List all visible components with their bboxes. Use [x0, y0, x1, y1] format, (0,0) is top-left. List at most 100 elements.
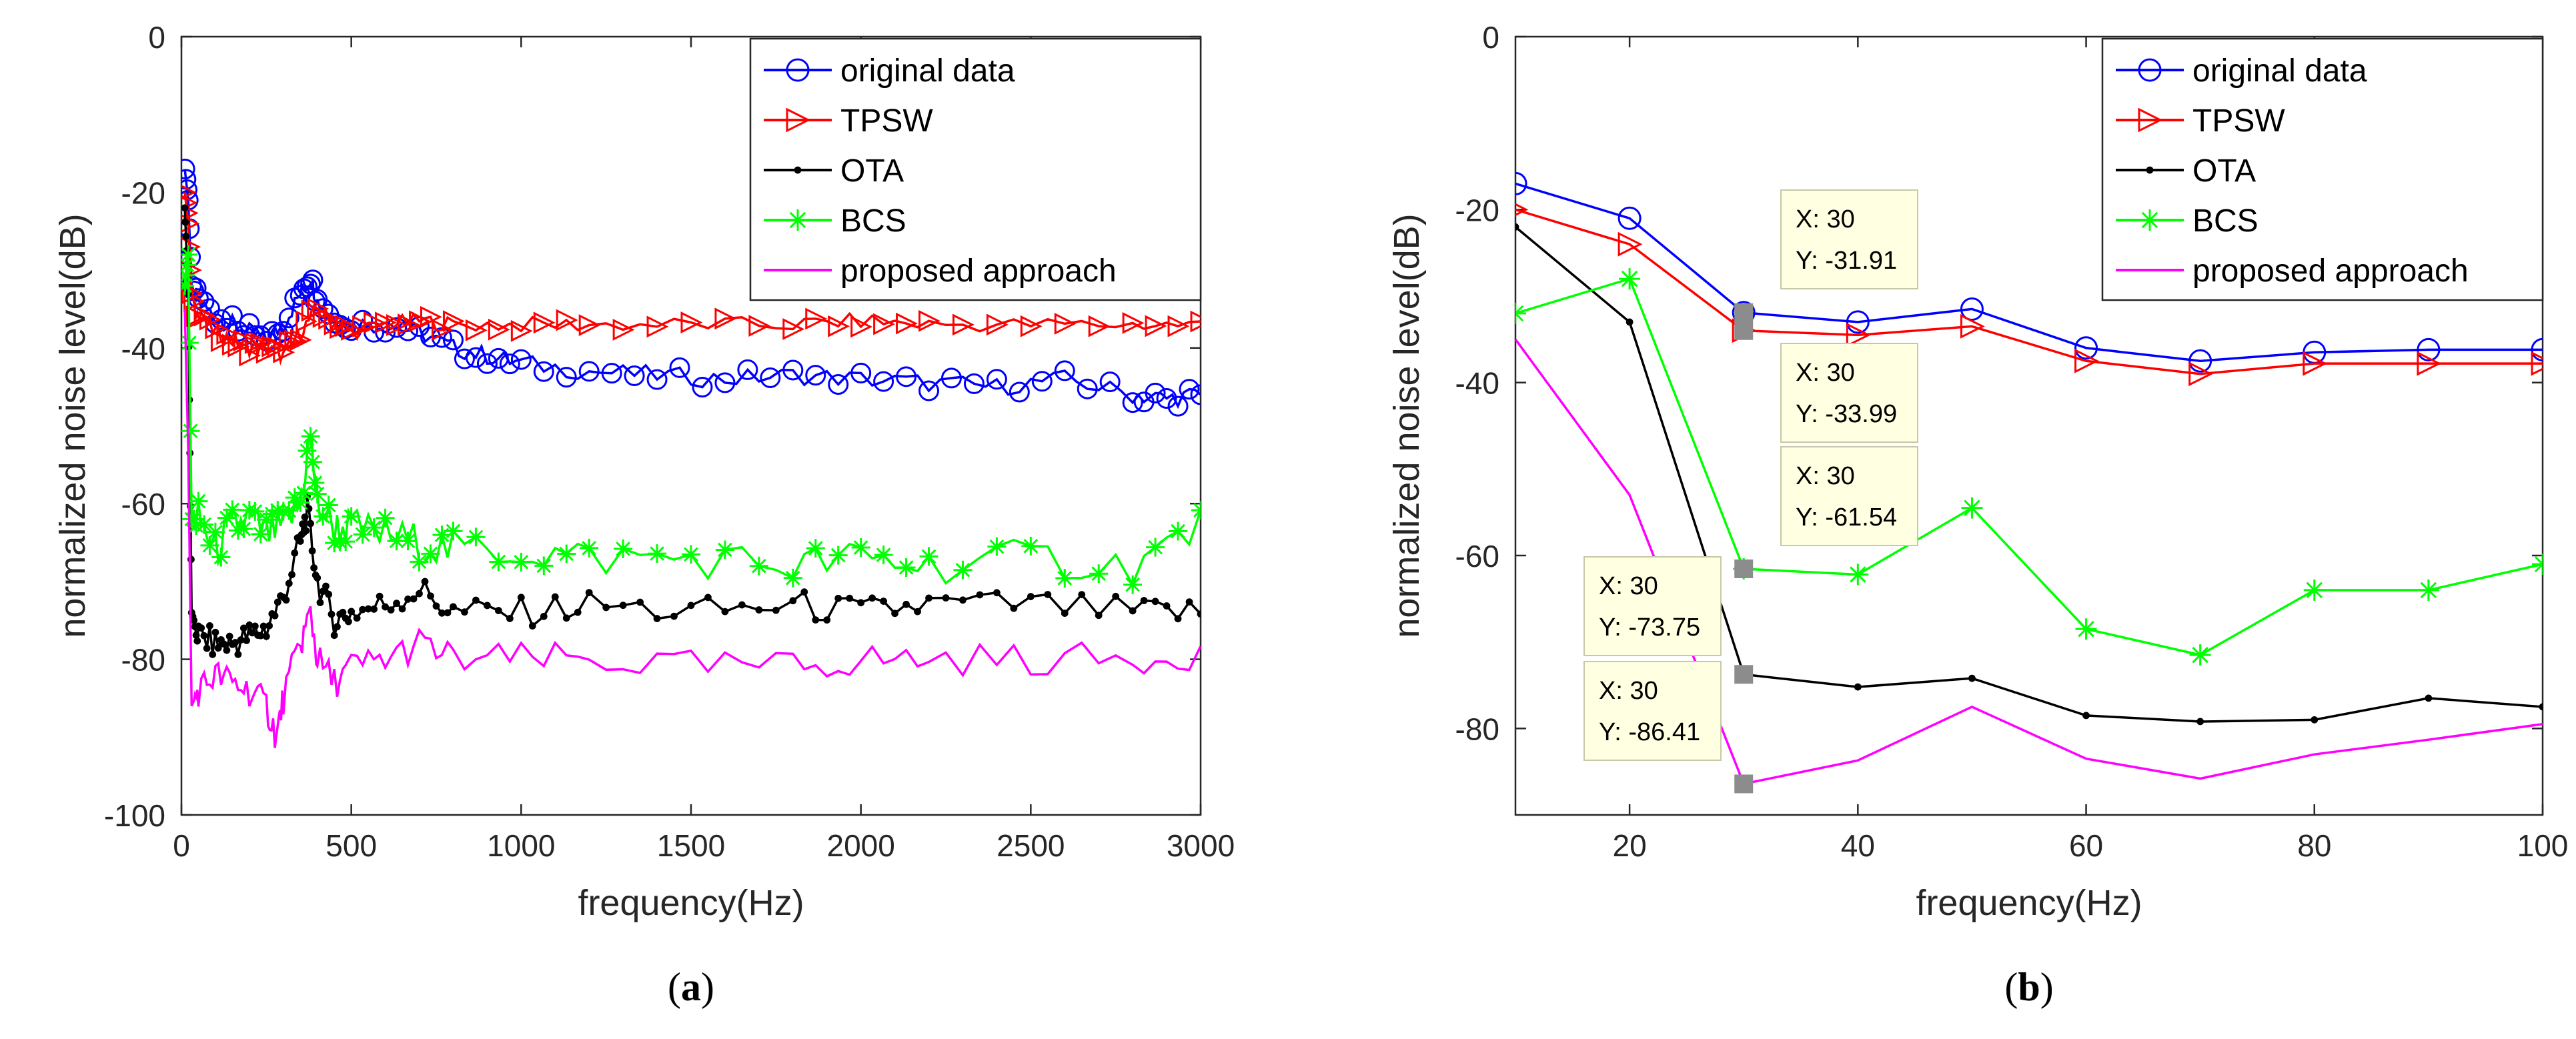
data-point: [279, 501, 299, 520]
data-point: [737, 359, 758, 380]
data-point: [364, 518, 384, 538]
data-point: [210, 330, 233, 352]
data-point: [692, 377, 713, 398]
data-point: [2532, 553, 2543, 575]
data-point: [533, 311, 556, 334]
data-point: [782, 359, 804, 381]
legend-entry-label: BCS: [2192, 203, 2259, 239]
legend-entry-label: original data: [2192, 53, 2367, 89]
data-point: [2531, 337, 2543, 361]
data-point: [299, 520, 307, 528]
data-point: [239, 501, 259, 520]
data-point: [421, 544, 440, 564]
data-point: [715, 540, 734, 560]
series-original-data: [1515, 171, 2543, 373]
data-point: [364, 605, 372, 613]
data-point: [295, 310, 318, 333]
data-point: [828, 546, 848, 565]
data-point: [2196, 718, 2204, 726]
data-point: [262, 632, 270, 640]
data-point: [2417, 579, 2439, 601]
data-point: [1123, 575, 1143, 594]
data-point: [1088, 315, 1111, 337]
data-point: [1174, 615, 1182, 623]
y-axis-label: normalized noise level(dB): [53, 213, 93, 638]
series-line: [1515, 225, 2543, 723]
series-line: [1515, 182, 2543, 363]
data-point: [421, 578, 429, 586]
data-point: [2075, 618, 2097, 640]
data-point: [273, 341, 295, 363]
data-point: [834, 594, 842, 602]
data-point: [271, 612, 279, 620]
data-point: [2425, 694, 2433, 702]
data-point: [200, 632, 208, 640]
data-point: [181, 245, 198, 264]
data-point: [851, 538, 870, 558]
data-point: [1054, 312, 1077, 335]
data-point: [749, 556, 768, 576]
data-point: [291, 493, 310, 512]
data-point: [375, 311, 397, 334]
data-point: [987, 537, 1007, 556]
data-point: [420, 326, 442, 347]
data-point: [307, 520, 314, 528]
data-point: [432, 526, 452, 545]
data-point: [228, 521, 247, 540]
x-tick-label: 2500: [997, 828, 1065, 863]
data-point: [197, 624, 205, 632]
panel-paren-close: ): [2040, 965, 2054, 1009]
legend-swatch-marker: [786, 107, 811, 133]
x-tick-label: 100: [2517, 828, 2569, 863]
data-point: [278, 307, 299, 329]
data-point: [387, 606, 395, 614]
data-point: [307, 484, 327, 503]
data-point: [806, 539, 825, 558]
data-point: [580, 538, 599, 558]
y-tick-label: -60: [1455, 539, 1499, 574]
series-line: [183, 309, 1201, 748]
data-point: [1618, 206, 1642, 230]
legend-swatch-marker: [2139, 209, 2160, 231]
data-point: [231, 639, 239, 646]
series-ota: [1515, 223, 2543, 726]
series-line: [1515, 277, 2543, 656]
data-point: [1122, 311, 1145, 334]
data-point: [488, 347, 509, 369]
data-point: [450, 603, 457, 611]
datatip-anchor: [1734, 559, 1754, 578]
datatip-anchor: [1734, 665, 1754, 684]
data-point: [189, 491, 208, 511]
legend-swatch-marker: [2138, 107, 2163, 133]
data-point: [1044, 591, 1052, 598]
data-point: [217, 508, 236, 528]
data-point: [205, 522, 225, 542]
data-point: [499, 353, 520, 375]
data-point: [244, 332, 267, 354]
data-point: [1185, 598, 1193, 606]
data-point: [438, 609, 446, 617]
data-point: [251, 622, 259, 630]
data-point: [2303, 579, 2325, 601]
data-point: [540, 612, 548, 620]
data-point: [2417, 337, 2441, 361]
data-point: [556, 309, 578, 331]
data-point: [918, 309, 940, 332]
data-point: [902, 600, 910, 608]
data-point: [823, 616, 831, 624]
x-axis-label: frequency(Hz): [1916, 883, 2142, 923]
data-point: [1112, 592, 1120, 600]
legend-entry-label: proposed approach: [840, 253, 1117, 289]
x-tick-label: 40: [1841, 828, 1875, 863]
data-point: [442, 310, 465, 333]
data-point: [1122, 392, 1143, 413]
data-point: [336, 532, 356, 552]
datatip-box: [1583, 661, 1722, 761]
data-point: [1515, 302, 1526, 324]
data-point: [1027, 593, 1035, 600]
legend-swatch-marker: [786, 58, 810, 82]
data-point: [245, 501, 265, 521]
data-point: [896, 558, 916, 577]
data-point: [1191, 501, 1201, 520]
data-point: [1515, 223, 1519, 231]
